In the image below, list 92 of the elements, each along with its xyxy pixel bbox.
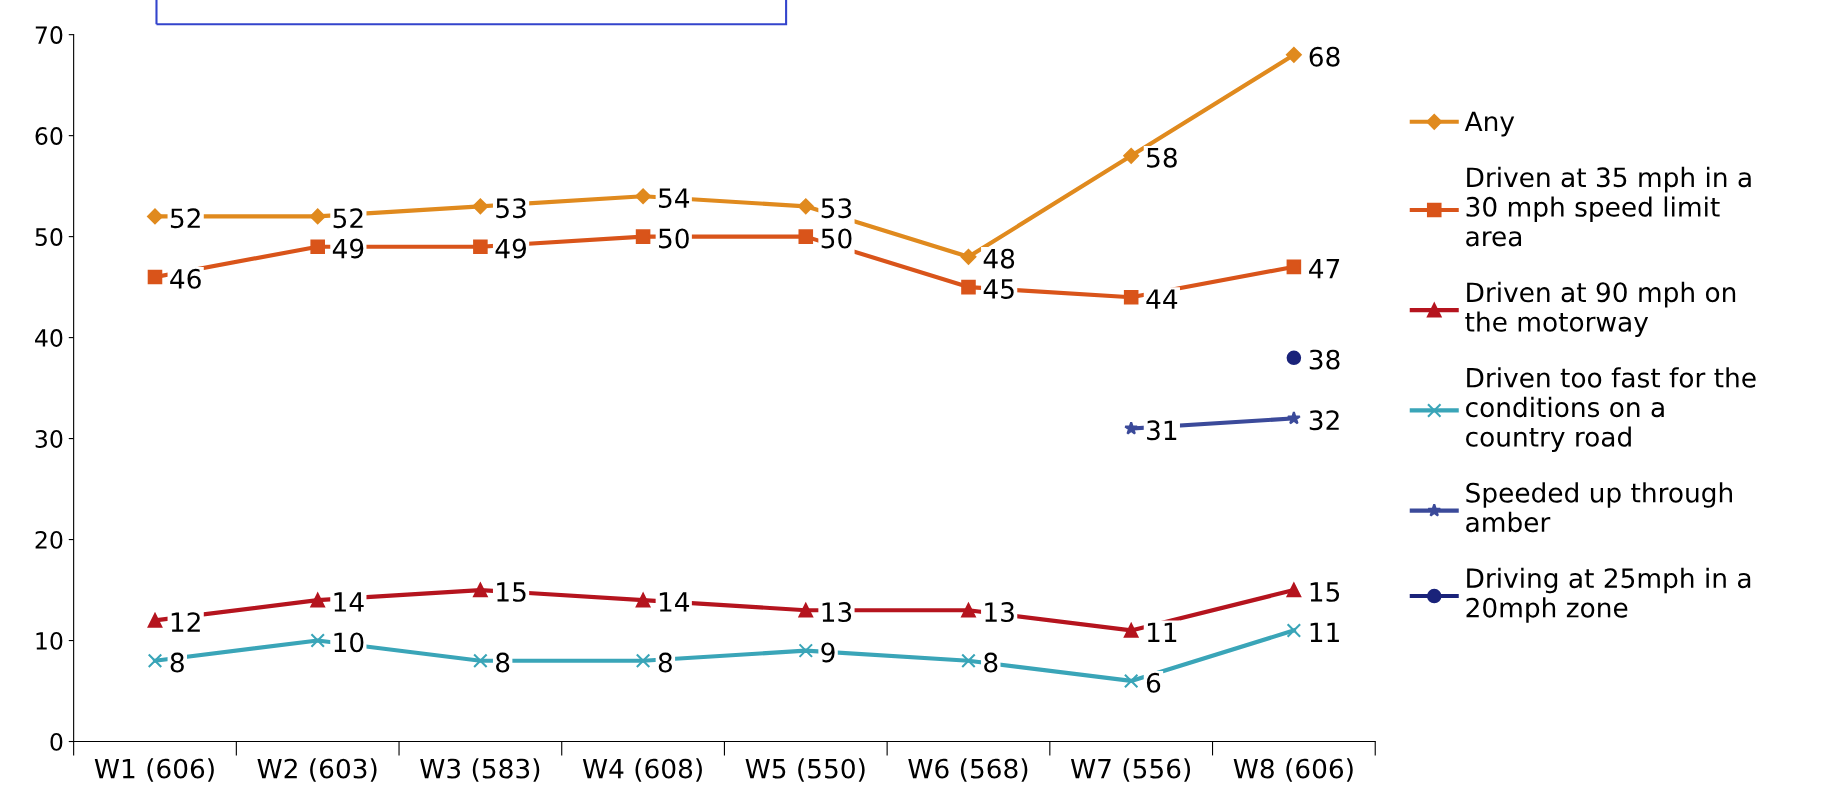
- data-label: 14: [334, 592, 364, 612]
- data-label: 58: [1147, 147, 1177, 168]
- data-label: 48: [983, 248, 1015, 269]
- data-label: 14: [659, 592, 690, 612]
- y-tick-label: 70: [35, 26, 63, 44]
- data-label: 54: [659, 188, 690, 209]
- x-tick-label: W1 (606): [94, 758, 214, 782]
- data-label: 13: [985, 602, 1014, 623]
- point: [147, 269, 163, 285]
- point: [147, 613, 163, 628]
- data-label: 53: [821, 198, 852, 219]
- data-label: 53: [496, 198, 526, 219]
- point: [1123, 623, 1139, 638]
- legend-label: Driven at 90 mph on the motorway: [1465, 281, 1736, 337]
- x-tick-label: W7 (556): [1070, 758, 1191, 782]
- data-label: 50: [659, 228, 689, 249]
- legend-label: Driving at 25mph in a 20mph zone: [1466, 567, 1751, 623]
- data-label: 46: [170, 268, 201, 289]
- point: [1286, 350, 1302, 366]
- point: [310, 239, 325, 255]
- point: [1286, 623, 1302, 638]
- data-label: 12: [171, 612, 200, 632]
- point: [635, 188, 651, 205]
- data-label: 8: [170, 652, 184, 673]
- point: [797, 198, 814, 215]
- y-tick-label: 50: [35, 228, 63, 246]
- data-label: 38: [1309, 349, 1340, 370]
- point: [473, 653, 488, 669]
- data-label: 52: [333, 208, 363, 229]
- point: [147, 208, 163, 225]
- point: [798, 643, 814, 658]
- x-tick-label: W5 (550): [745, 758, 865, 782]
- y-tick-label: 10: [36, 631, 63, 650]
- point: [472, 198, 489, 215]
- point: [961, 279, 976, 295]
- data-label: 11: [1310, 622, 1339, 642]
- y-tick-label: 60: [35, 127, 63, 145]
- legend-label: Driven at 35 mph in a 30 mph speed limit area: [1466, 166, 1751, 247]
- data-label: 11: [1147, 622, 1177, 642]
- point: [635, 653, 651, 669]
- y-tick-label: 20: [35, 531, 63, 549]
- data-label: 10: [334, 632, 364, 653]
- point: [961, 602, 976, 618]
- point: [310, 592, 325, 608]
- data-label: 8: [658, 652, 672, 673]
- data-label: 50: [821, 228, 852, 249]
- data-label: 9: [821, 642, 835, 663]
- point: [1123, 147, 1140, 164]
- point: [960, 248, 977, 265]
- point: [798, 602, 814, 618]
- data-label: 52: [170, 208, 200, 229]
- y-tick-label: 30: [35, 430, 63, 448]
- point: [635, 229, 651, 244]
- point: [1123, 673, 1139, 689]
- point: [961, 653, 976, 669]
- point: [473, 582, 488, 598]
- data-label: 47: [1309, 259, 1340, 279]
- x-tick-label: W3 (583): [420, 758, 540, 782]
- data-label: 31: [1147, 420, 1177, 441]
- legend-label: Any: [1464, 111, 1515, 137]
- point: [1286, 411, 1301, 425]
- y-tick-label: 0: [50, 732, 63, 751]
- data-label: 15: [1310, 582, 1340, 602]
- y-tick-label: 40: [35, 329, 63, 347]
- point: [1286, 582, 1302, 598]
- data-label: 32: [1309, 410, 1339, 431]
- data-label: 45: [983, 279, 1014, 299]
- legend-label: Speeded up through amber: [1466, 482, 1732, 533]
- point: [309, 208, 326, 225]
- legend-label: Driven too fast for the conditions on a country road: [1466, 367, 1756, 452]
- point: [1124, 421, 1139, 435]
- point: [798, 229, 814, 244]
- data-label: 49: [495, 238, 526, 259]
- data-label: 68: [1309, 46, 1340, 67]
- data-label: 44: [1146, 289, 1178, 309]
- point: [635, 592, 651, 608]
- point: [473, 239, 488, 255]
- x-tick-label: W8 (606): [1233, 758, 1353, 782]
- point: [147, 653, 163, 669]
- data-label: 8: [496, 652, 510, 673]
- data-label: 8: [984, 652, 998, 673]
- x-tick-label: W4 (608): [582, 758, 702, 782]
- point: [310, 633, 325, 648]
- data-label: 15: [497, 582, 526, 602]
- data-label: 6: [1146, 672, 1161, 693]
- point: [1285, 46, 1302, 63]
- x-tick-label: W2 (603): [257, 758, 377, 782]
- point: [1123, 289, 1139, 305]
- x-tick-label: W6 (568): [908, 758, 1028, 782]
- point: [1286, 259, 1302, 275]
- data-label: 13: [822, 602, 852, 623]
- data-label: 49: [332, 238, 364, 259]
